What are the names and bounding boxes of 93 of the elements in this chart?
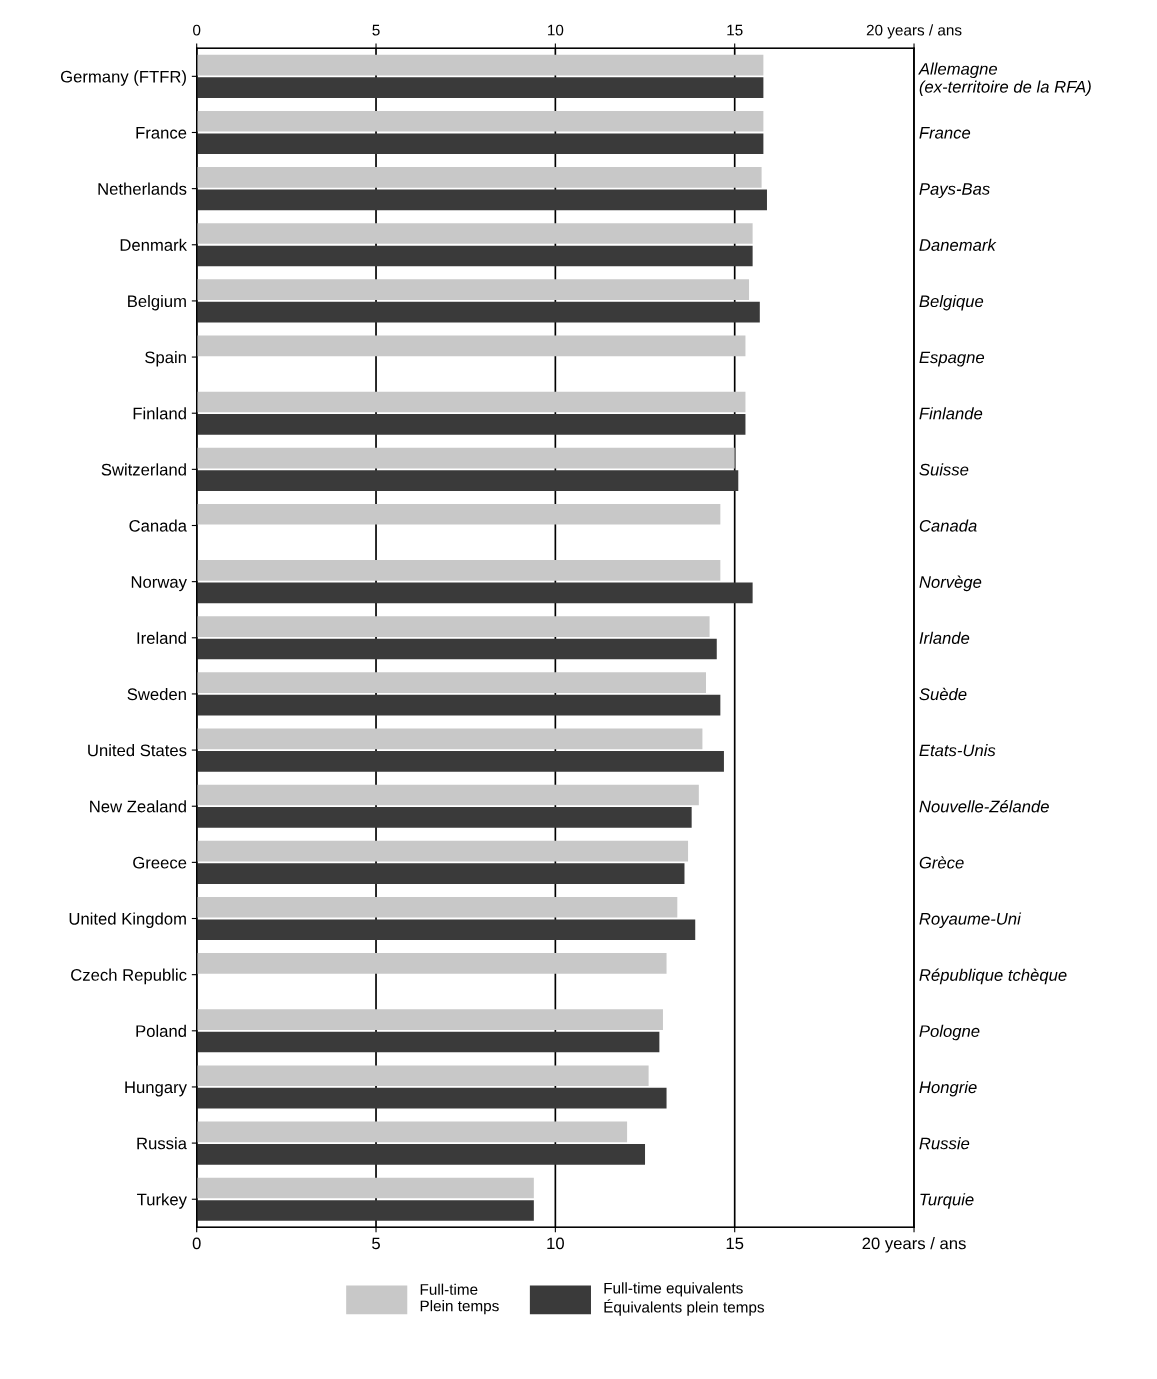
y2-tick-label: France <box>919 127 971 139</box>
y2-tick-label: Norvège <box>919 575 982 592</box>
bar <box>196 189 767 211</box>
y-tick-label: United States <box>88 744 187 757</box>
y-tick-label: Sweden <box>127 687 186 701</box>
y-tick-label: Greece <box>133 856 187 869</box>
y2-tick-label: Allemagne (ex-territoire de la RFA) <box>918 62 1091 97</box>
bar <box>196 1065 649 1087</box>
y-tick-label: Poland <box>136 1024 186 1038</box>
bar <box>196 133 764 155</box>
bar <box>196 1087 667 1109</box>
y2-tick-label: Grèce <box>919 856 964 869</box>
bar <box>196 301 760 323</box>
bar <box>196 470 739 491</box>
y2-tick-label: Danemark <box>919 238 997 251</box>
bar <box>196 335 746 357</box>
y2-tick-label: Nouvelle-Zélande <box>919 799 1049 813</box>
y2-tick-label: Espagne <box>919 351 985 367</box>
bar <box>196 1200 534 1221</box>
y2-tick-label: République tchèque <box>919 968 1067 985</box>
y-tick-label: Ireland <box>137 631 186 644</box>
bar <box>196 1143 646 1165</box>
bar <box>196 1121 628 1143</box>
x2-tick-label: 5 <box>372 24 380 36</box>
bar <box>196 896 678 918</box>
bar <box>196 694 721 716</box>
y-tick-label: Switzerland <box>101 463 186 476</box>
bar <box>196 223 753 244</box>
bar <box>196 503 721 525</box>
y-tick-label: Canada <box>129 519 187 532</box>
y-tick-label: Norway <box>131 576 187 592</box>
bar <box>196 807 692 828</box>
y2-tick-label: Irlande <box>919 631 970 644</box>
y-tick-label: France <box>136 127 187 139</box>
y-tick-label: Belgium <box>128 294 186 311</box>
bar <box>196 784 699 806</box>
bar <box>196 279 750 301</box>
y-tick-label: Russia <box>137 1137 187 1150</box>
y-tick-label: New Zealand <box>90 800 186 813</box>
y-tick-label: Netherlands <box>98 182 187 195</box>
bar <box>196 750 724 772</box>
y2-tick-label: Russie <box>919 1137 970 1150</box>
y-tick-label: Spain <box>145 351 186 367</box>
x2-tick-label: 10 <box>548 24 564 36</box>
y-tick-label: Czech Republic <box>71 968 187 985</box>
bar <box>196 391 746 413</box>
bar <box>196 560 721 581</box>
y2-tick-label: Royaume-Uni <box>919 912 1022 929</box>
y2-tick-label: Finlande <box>919 407 983 420</box>
y2-tick-label: Suède <box>919 687 967 701</box>
bar <box>196 672 706 694</box>
y-tick-label: Denmark <box>120 238 187 251</box>
legend-label: Full-time equivalents Équivalents plein temps <box>604 1282 765 1316</box>
bar <box>196 245 753 267</box>
bar <box>196 77 764 98</box>
bar <box>196 1031 660 1053</box>
x2-tick-label: 15 <box>727 24 743 36</box>
bar <box>196 167 762 188</box>
x2-tick-label: 20 years / ans <box>866 24 962 39</box>
x-tick-label: 15 <box>726 1237 744 1250</box>
y2-tick-label: Suisse <box>919 463 969 476</box>
bar <box>196 1177 534 1199</box>
y2-tick-label: Pays-Bas <box>919 183 990 199</box>
bar <box>196 728 703 750</box>
y-tick-label: Germany (FTFR) <box>60 70 186 86</box>
bar <box>196 54 764 76</box>
bar <box>196 919 696 941</box>
bar <box>196 582 753 604</box>
bar <box>196 447 735 469</box>
legend-label: Full-time Plein temps <box>420 1283 499 1315</box>
y2-tick-label: Hongrie <box>919 1080 977 1097</box>
bar <box>196 840 689 862</box>
bar <box>196 638 717 660</box>
x-tick-label: 0 <box>192 1237 201 1250</box>
y-tick-label: United Kingdom <box>69 912 186 929</box>
bar <box>196 414 746 435</box>
x-tick-label: 5 <box>372 1237 380 1250</box>
y-tick-label: Finland <box>133 407 186 420</box>
y-tick-label: Turkey <box>137 1193 187 1209</box>
y2-tick-label: Pologne <box>919 1024 980 1041</box>
bar <box>196 1009 663 1030</box>
bar <box>196 953 667 974</box>
bar <box>196 110 764 132</box>
y-tick-label: Hungary <box>125 1081 187 1097</box>
y2-tick-label: Belgique <box>919 294 984 311</box>
x-tick-label: 10 <box>547 1237 564 1250</box>
bar <box>196 863 685 884</box>
y2-tick-label: Etats-Unis <box>919 744 996 757</box>
bar <box>196 616 710 637</box>
y2-tick-label: Canada <box>919 519 977 532</box>
y2-tick-label: Turquie <box>920 1193 974 1209</box>
x2-tick-label: 0 <box>193 24 201 36</box>
x-tick-label: 20 years / ans <box>862 1237 966 1253</box>
